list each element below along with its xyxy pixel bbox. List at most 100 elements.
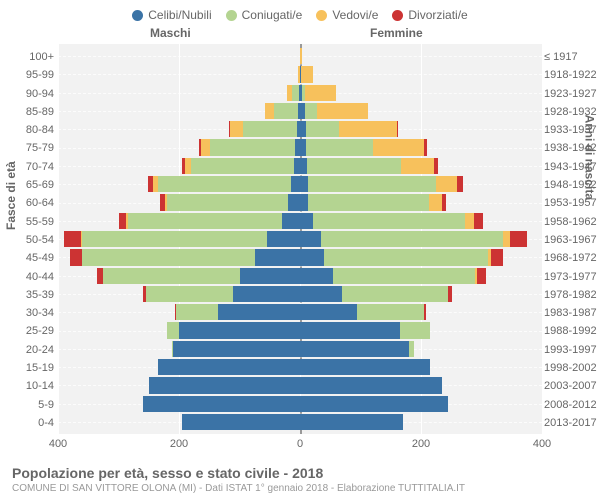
bar-male bbox=[119, 213, 300, 229]
column-headers: Maschi Femmine bbox=[0, 26, 600, 44]
bar-segment bbox=[305, 103, 317, 119]
bar-female bbox=[300, 304, 426, 320]
bar-segment bbox=[119, 213, 126, 229]
bar-segment bbox=[424, 304, 426, 320]
bar-segment bbox=[300, 341, 409, 357]
bar-segment bbox=[457, 176, 463, 192]
bar-male bbox=[143, 286, 300, 302]
bar-female bbox=[300, 396, 448, 412]
age-label: 15-19 bbox=[0, 359, 54, 377]
bar-female bbox=[300, 414, 403, 430]
bar-row bbox=[58, 303, 542, 321]
gridline bbox=[542, 44, 543, 434]
bar-segment bbox=[274, 103, 298, 119]
bar-segment bbox=[317, 103, 368, 119]
bar-segment bbox=[321, 231, 503, 247]
bar-segment bbox=[306, 121, 339, 137]
bar-segment bbox=[267, 231, 300, 247]
bar-segment bbox=[373, 139, 424, 155]
bar-segment bbox=[429, 194, 441, 210]
bar-segment bbox=[240, 268, 301, 284]
age-label: 80-84 bbox=[0, 121, 54, 139]
bar-segment bbox=[300, 414, 403, 430]
bar-segment bbox=[191, 158, 294, 174]
legend-dot bbox=[226, 10, 237, 21]
bar-segment bbox=[201, 139, 210, 155]
bar-female bbox=[300, 48, 302, 64]
bar-segment bbox=[291, 176, 300, 192]
x-tick: 400 bbox=[49, 438, 67, 450]
bar-segment bbox=[434, 158, 438, 174]
bar-female bbox=[300, 85, 336, 101]
bar-segment bbox=[308, 194, 429, 210]
birth-year-label: 1933-1937 bbox=[544, 121, 600, 139]
legend-dot bbox=[316, 10, 327, 21]
bar-row bbox=[58, 248, 542, 266]
birth-year-label: 1998-2002 bbox=[544, 359, 600, 377]
bar-male bbox=[167, 322, 300, 338]
bar-row bbox=[58, 47, 542, 65]
birth-year-label: 1943-1947 bbox=[544, 158, 600, 176]
bar-segment bbox=[477, 268, 486, 284]
bar-segment bbox=[474, 213, 483, 229]
age-label: 75-79 bbox=[0, 139, 54, 157]
birth-year-label: 1993-1997 bbox=[544, 341, 600, 359]
bar-segment bbox=[282, 213, 300, 229]
bar-segment bbox=[243, 121, 297, 137]
bar-segment bbox=[300, 158, 307, 174]
footer: Popolazione per età, sesso e stato civil… bbox=[12, 465, 592, 494]
bar-segment bbox=[300, 231, 321, 247]
birth-year-label: ≤ 1917 bbox=[544, 48, 600, 66]
bar-row bbox=[58, 358, 542, 376]
bar-segment bbox=[401, 158, 434, 174]
bar-segment bbox=[300, 322, 400, 338]
bar-male bbox=[182, 158, 300, 174]
age-label: 60-64 bbox=[0, 194, 54, 212]
bar-segment bbox=[442, 194, 447, 210]
bar-segment bbox=[510, 231, 527, 247]
bar-row bbox=[58, 321, 542, 339]
bar-segment bbox=[308, 176, 435, 192]
bar-segment bbox=[300, 286, 342, 302]
legend-item: Divorziati/e bbox=[392, 8, 467, 22]
bar-male bbox=[199, 139, 300, 155]
age-label: 10-14 bbox=[0, 377, 54, 395]
bar-segment bbox=[300, 359, 430, 375]
legend: Celibi/NubiliConiugati/eVedovi/eDivorzia… bbox=[0, 0, 600, 26]
bar-segment bbox=[491, 249, 503, 265]
bar-segment bbox=[255, 249, 300, 265]
plot-area bbox=[58, 44, 542, 434]
bar-female bbox=[300, 359, 430, 375]
x-tick: 200 bbox=[170, 438, 188, 450]
legend-dot bbox=[132, 10, 143, 21]
birth-year-label: 1958-1962 bbox=[544, 213, 600, 231]
bar-segment bbox=[143, 396, 300, 412]
birth-year-label: 1918-1922 bbox=[544, 66, 600, 84]
bar-segment bbox=[409, 341, 414, 357]
birth-year-label: 1968-1972 bbox=[544, 249, 600, 267]
bar-male bbox=[149, 377, 300, 393]
bar-female bbox=[300, 139, 427, 155]
bar-male bbox=[160, 194, 300, 210]
age-label: 70-74 bbox=[0, 158, 54, 176]
age-label: 85-89 bbox=[0, 103, 54, 121]
bar-row bbox=[58, 193, 542, 211]
age-label: 100+ bbox=[0, 48, 54, 66]
bar-row bbox=[58, 395, 542, 413]
bar-row bbox=[58, 376, 542, 394]
bar-segment bbox=[146, 286, 234, 302]
birth-year-label: 1928-1932 bbox=[544, 103, 600, 121]
bar-segment bbox=[210, 139, 295, 155]
bar-row bbox=[58, 230, 542, 248]
legend-item: Coniugati/e bbox=[226, 8, 303, 22]
age-label: 30-34 bbox=[0, 304, 54, 322]
bar-row bbox=[58, 120, 542, 138]
bar-male bbox=[158, 359, 300, 375]
bar-segment bbox=[128, 213, 282, 229]
header-female: Femmine bbox=[370, 26, 423, 40]
age-label: 55-59 bbox=[0, 213, 54, 231]
bar-segment bbox=[324, 249, 487, 265]
age-label: 45-49 bbox=[0, 249, 54, 267]
bar-female bbox=[300, 66, 313, 82]
legend-label: Celibi/Nubili bbox=[148, 8, 211, 22]
